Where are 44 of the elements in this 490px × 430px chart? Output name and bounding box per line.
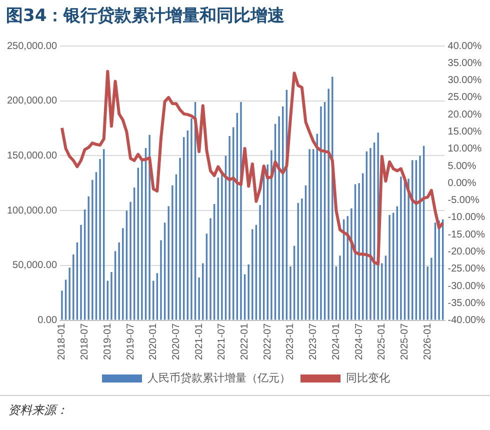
x-tick-label: 2023-01: [285, 322, 296, 360]
x-tick-label: 2019-01: [102, 322, 114, 360]
y2-tick-label: -5.00%: [448, 195, 480, 206]
y2-tick-label: 5.00%: [448, 160, 476, 172]
y2-tick-label: 0.00%: [448, 178, 476, 189]
y2-tick-label: -15.00%: [448, 229, 486, 240]
x-tick-label: 2018-01: [56, 322, 68, 360]
x-tick-label: 2022-07: [262, 322, 274, 360]
y-tick-label: 50,000.00: [12, 260, 58, 272]
y2-tick-label: -25.00%: [448, 264, 486, 275]
x-tick-label: 2022-01: [240, 322, 251, 360]
y2-tick-label: -10.00%: [448, 212, 486, 224]
x-tick-label: 2025-07: [400, 322, 411, 360]
x-tick-label: 2019-07: [125, 322, 136, 360]
y-tick-label: 250,000.00: [6, 40, 58, 52]
y2-tick-label: -35.00%: [448, 298, 486, 309]
y2-tick-label: 25.00%: [448, 92, 482, 104]
y-tick-label: 0.00: [38, 315, 58, 326]
x-tick-label: 2024-01: [330, 322, 342, 360]
y2-tick-label: -40.00%: [448, 315, 486, 326]
chart-title: 图34：银行贷款累计增量和同比增速: [6, 5, 285, 27]
legend-label: 人民币贷款累计增量（亿元）: [148, 372, 290, 385]
y-tick-label: 200,000.00: [6, 96, 58, 107]
x-tick-label: 2021-07: [216, 322, 228, 360]
x-tick-label: 2018-07: [80, 322, 91, 360]
x-tick-label: 2025-01: [376, 322, 388, 360]
y2-tick-label: -30.00%: [448, 280, 486, 292]
y2-tick-label: -20.00%: [448, 246, 486, 258]
x-tick-label: 2023-07: [308, 322, 320, 360]
x-tick-label: 2026-01: [422, 322, 434, 360]
y2-tick-label: 35.00%: [448, 58, 482, 69]
x-tick-label: 2024-07: [354, 322, 365, 360]
y-tick-label: 100,000.00: [6, 205, 58, 216]
y2-tick-label: 20.00%: [448, 109, 482, 120]
text: 资料来源：: [8, 402, 68, 419]
legend-label: 同比变化: [346, 372, 390, 385]
y2-tick-label: 15.00%: [448, 126, 482, 138]
x-tick-label: 2020-07: [170, 322, 182, 360]
x-tick-label: 2020-01: [148, 322, 160, 360]
y-tick-label: 150,000.00: [6, 150, 58, 162]
y2-tick-label: 10.00%: [448, 144, 482, 155]
y2-tick-label: 40.00%: [448, 40, 482, 52]
x-tick-label: 2021-01: [194, 322, 205, 360]
y2-tick-label: 30.00%: [448, 75, 482, 86]
